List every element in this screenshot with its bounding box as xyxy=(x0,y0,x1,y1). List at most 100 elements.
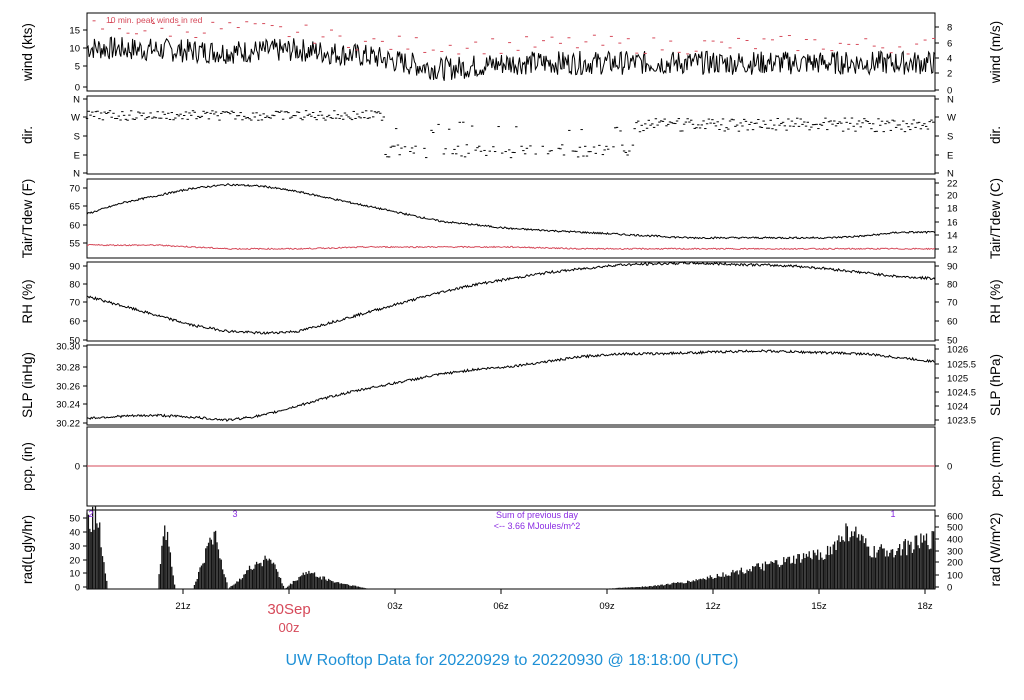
rh-tick-label-right: 50 xyxy=(947,336,958,347)
temp-panel: Tair/Tdew (F) Tair/Tdew (C) 55 60 65 70 12 14 16… xyxy=(20,178,1003,259)
wind-panel: wind (kts) wind (m/s) 0 5 10 15 0 2 4 6 8 10 min. p… xyxy=(20,12,1003,97)
rad-tick-label-left: 50 xyxy=(69,514,80,525)
rad-tick-label-right: 200 xyxy=(947,558,963,569)
temp-tick-label-right: 20 xyxy=(947,191,958,202)
pcp-tick-label-left: 0 xyxy=(75,462,80,473)
tair-line xyxy=(86,182,936,240)
slp-tick-label-left: 30.28 xyxy=(56,363,80,374)
rh-tick-label-left: 60 xyxy=(69,317,80,328)
rh-frame xyxy=(86,261,936,342)
wind-annotation: 10 min. peak winds in red xyxy=(106,15,203,25)
wind-tick-label-left: 15 xyxy=(69,26,80,37)
wind-tick-label-left: 10 xyxy=(69,44,80,55)
dir-tick-label-right: S xyxy=(947,132,953,143)
rh-tick-label-right: 80 xyxy=(947,280,958,291)
x-tick-label: 06z xyxy=(493,601,509,612)
pcp-ylabel-left: pcp. (in) xyxy=(20,442,35,491)
date-label: 30Sep xyxy=(267,601,310,618)
rh-tick-label-left: 80 xyxy=(69,280,80,291)
pcp-tick-label-right: 0 xyxy=(947,462,952,473)
dir-tick-label-left: S xyxy=(74,132,80,143)
rh-ylabel-right: RH (%) xyxy=(988,279,1003,323)
rh-tick-label-right: 60 xyxy=(947,317,958,328)
slp-frame xyxy=(86,344,936,426)
rad-tick-label-right: 400 xyxy=(947,535,963,546)
wind-ylabel-left: wind (kts) xyxy=(20,23,35,82)
wind-tick-label-left: 5 xyxy=(75,62,80,73)
slp-tick-label-left: 30.22 xyxy=(56,419,80,430)
footer-title: UW Rooftop Data for 20220929 to 20220930… xyxy=(286,652,739,669)
wind-speed-line xyxy=(86,36,936,81)
rad-tick-label-right: 0 xyxy=(947,583,952,594)
slp-tick-label-right: 1024.5 xyxy=(947,388,976,399)
rh-tick-label-left: 50 xyxy=(69,336,80,347)
wind-tick-label-right: 2 xyxy=(947,69,952,80)
pcp-panel: pcp. (in) pcp. (mm) 0 0 xyxy=(20,426,1003,507)
temp-tick-label-left: 65 xyxy=(69,202,80,213)
wind-tick-label-right: 6 xyxy=(947,39,952,50)
slp-panel: SLP (inHg) SLP (hPa) 30.22 30.24 30.26 30.28 3… xyxy=(20,342,1003,430)
rh-tick-label-left: 70 xyxy=(69,298,80,309)
dir-tick-label-left: E xyxy=(74,151,80,162)
rad-tick-label-left: 0 xyxy=(75,583,80,594)
rad-tick-label-right: 300 xyxy=(947,547,963,558)
rad-tick-label-right: 100 xyxy=(947,571,963,582)
slp-line xyxy=(86,349,936,422)
rh-line xyxy=(86,260,936,335)
wind-tick-label-right: 8 xyxy=(947,23,952,34)
temp-frame xyxy=(86,178,936,259)
rh-panel: RH (%) RH (%) 50 60 70 80 90 50 60 70 80 90 xyxy=(20,260,1003,347)
rad-sum-value: <-- 3.66 MJoules/m^2 xyxy=(494,521,581,531)
dir-tick-label-left: W xyxy=(71,113,80,124)
temp-tick-label-left: 70 xyxy=(69,184,80,195)
x-tick-label: 21z xyxy=(175,601,191,612)
temp-tick-label-right: 22 xyxy=(947,179,958,190)
rh-ylabel-left: RH (%) xyxy=(20,279,35,323)
rh-tick-label-left: 90 xyxy=(69,262,80,273)
slp-tick-label-left: 30.24 xyxy=(56,400,80,411)
wind-tick-label-left: 0 xyxy=(75,83,80,94)
slp-ylabel-left: SLP (inHg) xyxy=(20,352,35,418)
rad-ylabel-left: rad(Lgly/hr) xyxy=(20,515,35,584)
slp-tick-label-left: 30.30 xyxy=(56,342,80,353)
x-tick-label: 18z xyxy=(917,601,933,612)
temp-tick-label-left: 55 xyxy=(69,239,80,250)
x-tick-label: 09z xyxy=(599,601,615,612)
temp-ylabel-left: Tair/Tdew (F) xyxy=(20,179,35,259)
x-axis: 21z 03z 06z 09z 12z 15z 18z xyxy=(175,589,933,612)
temp-tick-label-right: 12 xyxy=(947,245,958,256)
wind-tick-label-right: 4 xyxy=(947,54,952,65)
pcp-ylabel-right: pcp. (mm) xyxy=(988,436,1003,497)
wind-tick-label-right: 0 xyxy=(947,86,952,97)
dir-tick-label-right: W xyxy=(947,113,956,124)
rad-panel: rad(Lgly/hr) rad (W/m^2)01020304050010020… xyxy=(20,505,1003,594)
slp-tick-label-right: 1026 xyxy=(947,345,968,356)
dir-tick-label-right: E xyxy=(947,151,953,162)
temp-ylabel-right: Tair/Tdew (C) xyxy=(988,178,1003,259)
dir-tick-label-right: N xyxy=(947,95,954,106)
rad-tick-label-left: 40 xyxy=(69,528,80,539)
tdew-line xyxy=(86,243,936,251)
x-tick-label: 15z xyxy=(811,601,827,612)
wind-ylabel-right: wind (m/s) xyxy=(988,21,1003,84)
rad-marker: 1 xyxy=(890,509,895,519)
x-tick-label: 03z xyxy=(387,601,403,612)
dir-ylabel-right: dir. xyxy=(988,126,1003,144)
slp-tick-label-right: 1025.5 xyxy=(947,360,976,371)
dir-ylabel-left: dir. xyxy=(20,126,35,144)
dir-tick-label-right: N xyxy=(947,169,954,180)
dir-tick-label-left: N xyxy=(73,95,80,106)
rad-sum-label: Sum of previous day xyxy=(496,510,579,520)
slp-tick-label-right: 1024 xyxy=(947,402,968,413)
date-label-hour: 00z xyxy=(279,620,300,635)
rh-tick-label-right: 70 xyxy=(947,298,958,309)
dir-frame xyxy=(86,95,936,175)
temp-tick-label-left: 60 xyxy=(69,221,80,232)
rad-tick-label-right: 600 xyxy=(947,512,963,523)
wind-frame xyxy=(86,12,936,92)
rad-tick-label-left: 20 xyxy=(69,556,80,567)
rad-marker: 3 xyxy=(232,509,237,519)
rh-tick-label-right: 90 xyxy=(947,262,958,273)
